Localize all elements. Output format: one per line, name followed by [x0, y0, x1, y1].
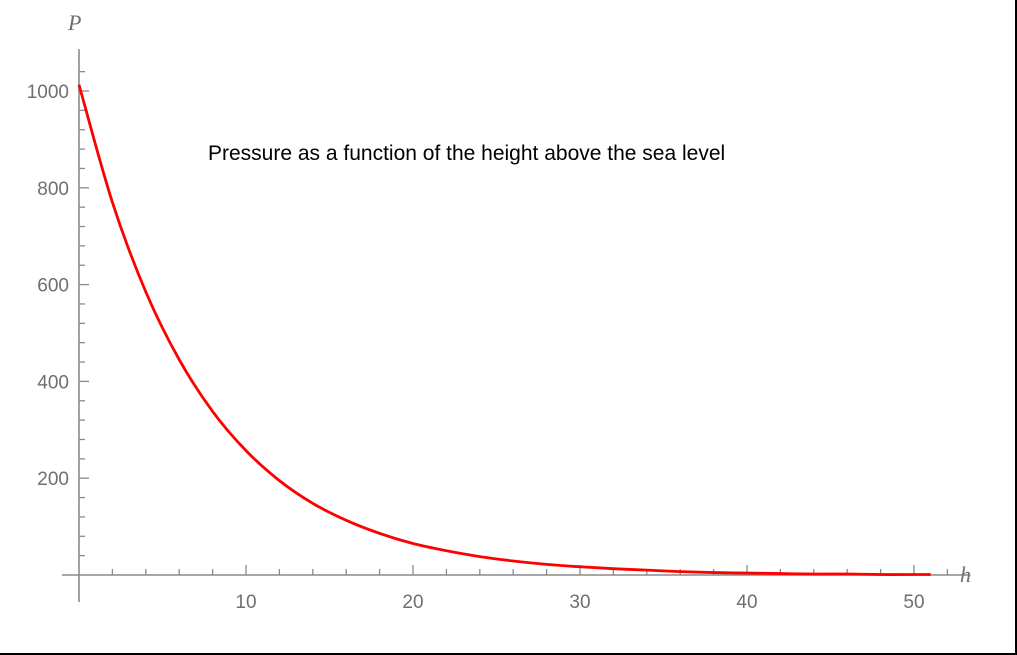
axes [62, 49, 971, 602]
chart-annotation: Pressure as a function of the height abo… [208, 142, 725, 165]
tick-labels: 10 20 30 40 50 200 400 600 800 1000 [27, 82, 925, 613]
x-tick-label: 50 [903, 592, 924, 613]
y-tick-label: 200 [37, 469, 69, 490]
y-axis-label: P [67, 10, 81, 35]
x-axis-label: h [960, 562, 971, 587]
x-tick-label: 20 [402, 592, 423, 613]
series-line-0 [77, 84, 931, 576]
y-tick-label: 1000 [27, 82, 69, 103]
y-tick-label: 400 [37, 372, 69, 393]
x-tick-label: 40 [736, 592, 757, 613]
x-tick-label: 30 [569, 592, 590, 613]
series-layer [77, 84, 931, 576]
y-tick-label: 800 [37, 179, 69, 200]
y-tick-label: 600 [37, 276, 69, 297]
x-tick-label: 10 [235, 592, 256, 613]
